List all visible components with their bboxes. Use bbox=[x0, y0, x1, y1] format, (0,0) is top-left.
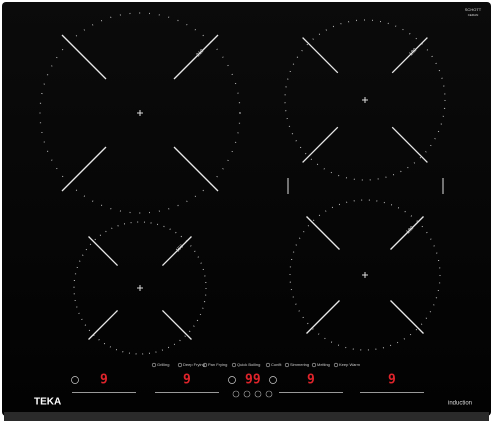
touch-key bbox=[243, 390, 251, 398]
zone-display: 9 bbox=[100, 373, 108, 388]
function-icon bbox=[202, 362, 208, 368]
zone-marker bbox=[302, 126, 339, 163]
zone-marker bbox=[306, 300, 340, 334]
slider bbox=[360, 392, 424, 393]
zone-marker bbox=[88, 236, 119, 267]
zone-display: 9 bbox=[388, 373, 396, 388]
function-label: Keep Warm bbox=[339, 362, 361, 367]
function-icon bbox=[177, 362, 183, 368]
zone-marker bbox=[306, 216, 340, 250]
zone-ring bbox=[39, 12, 241, 214]
slider bbox=[279, 392, 343, 393]
zone-marker bbox=[391, 126, 428, 163]
function-label: Pan Frying bbox=[208, 362, 227, 367]
zone-display: 9 bbox=[307, 373, 315, 388]
technology: induction bbox=[448, 401, 472, 407]
function-icon bbox=[284, 362, 290, 368]
zone-ring bbox=[289, 199, 441, 351]
function-icon bbox=[151, 362, 157, 368]
touch-key bbox=[232, 390, 240, 398]
zone-marker bbox=[88, 309, 119, 340]
touch-key bbox=[269, 376, 277, 384]
function-icon bbox=[333, 362, 339, 368]
function-icon bbox=[311, 362, 317, 368]
brand: TEKA bbox=[34, 397, 61, 408]
zone-size: 180 bbox=[405, 225, 415, 235]
zone-marker bbox=[161, 236, 192, 267]
function-label: Quick Boiling bbox=[237, 362, 260, 367]
zone-marker bbox=[61, 146, 107, 192]
function-icon bbox=[265, 362, 271, 368]
zone-size: 150 bbox=[175, 243, 185, 253]
touch-key bbox=[254, 390, 262, 398]
zone-size: 180 bbox=[408, 47, 418, 57]
function-label: Grilling bbox=[157, 362, 169, 367]
slider bbox=[72, 392, 136, 393]
zone-marker bbox=[161, 309, 192, 340]
touch-key bbox=[71, 376, 79, 384]
badge: SCHOTT bbox=[465, 7, 482, 12]
zone-display: 99 bbox=[245, 373, 261, 388]
function-label: Deep Frying bbox=[183, 362, 205, 367]
function-label: Melting bbox=[317, 362, 330, 367]
zone-marker bbox=[390, 216, 424, 250]
zone-size: 210 bbox=[195, 48, 205, 58]
frame-edge bbox=[4, 412, 489, 421]
zone-ring bbox=[73, 221, 207, 355]
zone-display: 9 bbox=[183, 373, 191, 388]
zone-marker bbox=[173, 146, 219, 192]
badge: CERAN bbox=[468, 13, 479, 17]
function-label: Confit bbox=[271, 362, 282, 367]
zone-marker bbox=[173, 34, 219, 80]
zone-marker bbox=[61, 34, 107, 80]
function-label: Simmering bbox=[290, 362, 309, 367]
touch-key bbox=[228, 376, 236, 384]
zone-marker bbox=[391, 37, 428, 74]
zone-marker bbox=[390, 300, 424, 334]
zone-marker bbox=[302, 37, 339, 74]
glass-surface bbox=[2, 2, 491, 416]
slider bbox=[155, 392, 219, 393]
zone-ring bbox=[284, 19, 446, 181]
touch-key bbox=[265, 390, 273, 398]
function-icon bbox=[231, 362, 237, 368]
